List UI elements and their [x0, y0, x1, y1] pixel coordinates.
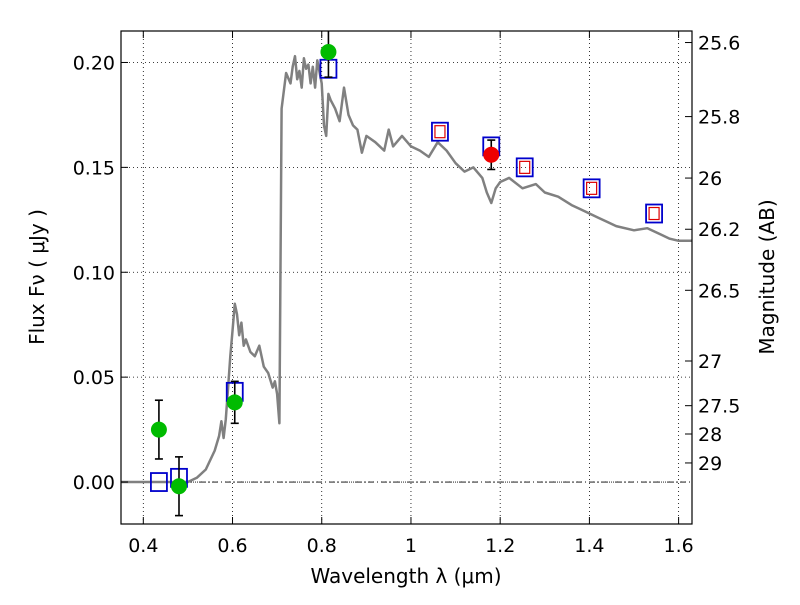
y-tick-label: 0.20: [73, 52, 115, 74]
data-point: [170, 478, 187, 495]
x-tick-label: 1.4: [574, 535, 604, 557]
y-axis-title: Flux Fν ( μJy ): [25, 209, 49, 345]
red-square-marker: [586, 181, 598, 195]
data-point: [483, 146, 500, 163]
y2-tick-label: 29: [698, 453, 722, 475]
y2-tick-label: 27: [698, 351, 722, 373]
y-tick-label: 0.10: [73, 262, 115, 284]
x-tick-label: 0.6: [217, 535, 247, 557]
model-photometry-square: [515, 157, 534, 178]
y2-tick-label: 28: [698, 424, 722, 446]
axis-ticks: 0.4 0.6 0.8 1 1.2 1.4 1.6 0.00 0.05 0.10 0.15 0.20 2…: [73, 31, 740, 557]
y-tick-label: 0.15: [73, 157, 115, 179]
spectrum-line: [121, 54, 692, 484]
data-point: [320, 43, 337, 60]
y2-tick-label: 26: [698, 168, 722, 190]
data-point: [226, 394, 243, 411]
y-tick-label: 0.05: [73, 367, 115, 389]
y2-tick-label: 27.5: [698, 396, 740, 418]
model-photometry-square: [431, 121, 449, 142]
plot-frame: [120, 30, 693, 525]
x-tick-label: 1.6: [664, 535, 694, 557]
model-photometry-square: [150, 472, 168, 492]
x-tick-label: 0.4: [128, 535, 158, 557]
data-point: [150, 421, 167, 438]
x-tick-label: 0.8: [307, 535, 337, 557]
y2-axis-title: Magnitude (AB): [755, 199, 779, 354]
red-square-marker: [648, 206, 660, 221]
y-tick-label: 0.00: [73, 472, 115, 494]
x-axis-title: Wavelength λ (μm): [310, 564, 501, 588]
y2-tick-label: 26.2: [698, 219, 740, 241]
x-tick-label: 1: [405, 535, 417, 557]
plot-series: [121, 31, 692, 517]
x-tick-label: 1.2: [485, 535, 515, 557]
red-square-marker: [519, 160, 531, 174]
model-photometry-square: [582, 178, 601, 199]
red-square-marker: [434, 125, 446, 139]
y2-tick-label: 25.6: [698, 33, 740, 55]
y2-tick-label: 25.8: [698, 107, 740, 129]
model-photometry-square: [645, 203, 663, 224]
y2-tick-label: 26.5: [698, 280, 740, 302]
